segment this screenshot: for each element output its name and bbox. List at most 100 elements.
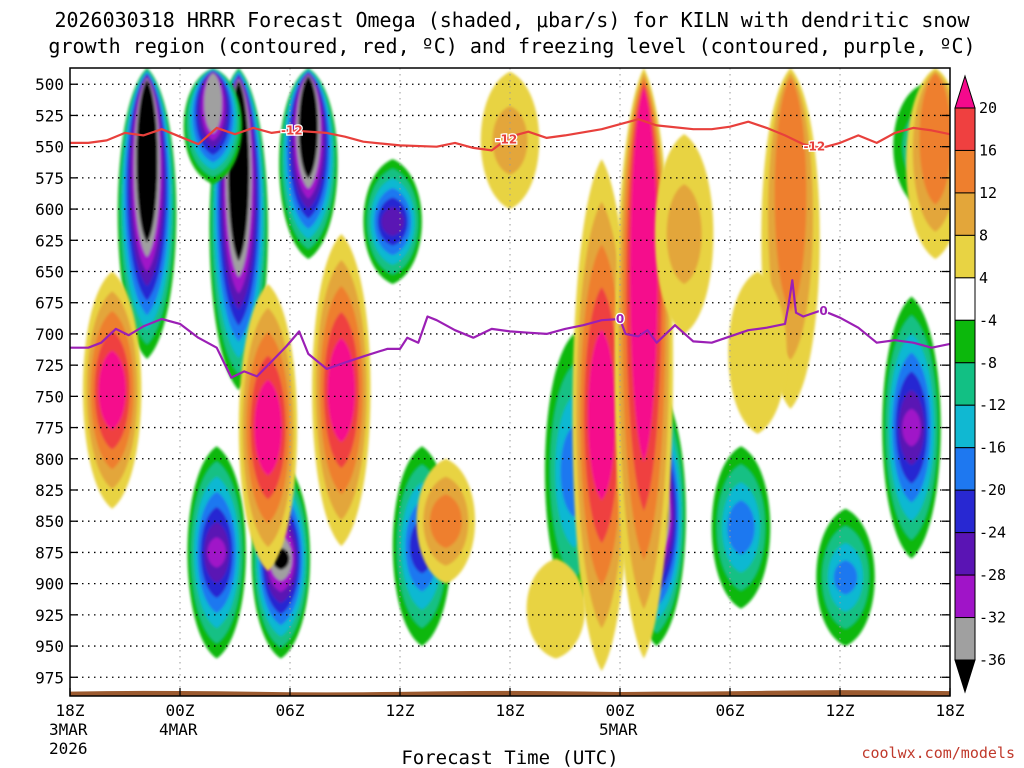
- colorbar-label: -32: [979, 609, 1006, 627]
- freezing-level-contour-line: [70, 279, 950, 379]
- y-tick-label: 525: [35, 106, 64, 125]
- omega-cell-pos-17: [572, 159, 631, 672]
- x-tick-date: 5MAR: [599, 720, 638, 739]
- omega-cell-neg-2: [279, 68, 338, 260]
- y-tick-label: 500: [35, 75, 64, 94]
- x-tick-label: 00Z: [606, 701, 635, 720]
- x-tick-year: 2026: [49, 739, 88, 758]
- omega-level-20: [327, 338, 355, 443]
- x-tick-label: 06Z: [716, 701, 745, 720]
- omega-cell-pos-16: [312, 234, 371, 547]
- colorbar-swatch: [954, 149, 976, 194]
- y-tick-label: 975: [35, 668, 64, 687]
- x-tick-label: 00Z: [166, 701, 195, 720]
- colorbar-swatch: [954, 319, 976, 364]
- x-tick-label: 06Z: [276, 701, 305, 720]
- colorbar: 20 16 12 8 4 -4 -8 -12 -16 -20 -24 -28 -32 -36: [954, 74, 1006, 694]
- x-axis-label: Forecast Time (UTC): [401, 747, 618, 768]
- omega-cell-neg-11: [711, 446, 771, 609]
- y-tick-label: 650: [35, 263, 64, 282]
- colorbar-label: -36: [979, 651, 1006, 669]
- omega-cell-neg-3: [183, 68, 243, 185]
- omega-level-32: [204, 73, 222, 134]
- y-tick-label: 925: [35, 606, 64, 625]
- omega-field: [82, 68, 950, 672]
- x-tick-label: 12Z: [826, 701, 855, 720]
- colorbar-label: -24: [979, 524, 1006, 542]
- omega-cell-pos-21: [906, 68, 950, 260]
- y-tick-label: 675: [35, 294, 64, 313]
- colorbar-swatch: [954, 362, 976, 406]
- omega-level-12: [919, 73, 950, 205]
- omega-level-36: [136, 79, 158, 243]
- omega-cell-neg-12: [816, 508, 875, 647]
- y-tick-label: 800: [35, 450, 64, 469]
- dgz-contour-line: [70, 118, 950, 152]
- colorbar-swatch: [954, 659, 976, 694]
- y-tick-label: 850: [35, 512, 64, 531]
- omega-cell-neg-6: [363, 159, 422, 284]
- x-tick-date: 3MAR: [49, 720, 88, 739]
- y-tick-label: 825: [35, 481, 64, 500]
- x-tick-date: 4MAR: [159, 720, 198, 739]
- freezing-contour-group: 00: [70, 279, 950, 379]
- colorbar-label: 12: [979, 184, 997, 202]
- omega-level-4: [526, 558, 586, 659]
- colorbar-swatch: [954, 447, 976, 491]
- colorbar-label: -20: [979, 481, 1006, 499]
- y-tick-label: 600: [35, 200, 64, 219]
- x-tick-label: 18Z: [496, 701, 525, 720]
- dgz-contour-label: -12: [495, 132, 517, 146]
- colorbar-label: 8: [979, 226, 988, 244]
- dgz-contour-label: -12: [803, 139, 825, 153]
- colorbar-label: -12: [979, 396, 1006, 414]
- colorbar-swatch: [954, 532, 976, 576]
- colorbar-swatch: [954, 277, 976, 321]
- colorbar-label: 16: [979, 141, 997, 159]
- y-tick-label: 750: [35, 387, 64, 406]
- omega-level-20: [630, 87, 658, 462]
- colorbar-swatch: [954, 574, 976, 619]
- colorbar-label: 20: [979, 99, 997, 117]
- grid-lines: [70, 68, 950, 696]
- omega-cell-pos-25: [526, 558, 586, 659]
- y-tick-label: 775: [35, 419, 64, 438]
- omega-cell-neg-8: [882, 296, 941, 559]
- chart-title-line-1: 2026030318 HRRR Forecast Omega (shaded, …: [54, 8, 970, 32]
- freezing-level-contour-label: 0: [616, 312, 624, 326]
- omega-cell-pos-14: [82, 271, 142, 509]
- colorbar-swatch: [954, 107, 976, 151]
- omega-level-12: [429, 494, 462, 548]
- y-tick-label: 725: [35, 356, 64, 375]
- y-axis: 500 525 550 575 600 625 650 675 700 725 750 775 800 8…: [35, 75, 950, 687]
- x-tick-label: 18Z: [936, 701, 965, 720]
- credit-text: coolwx.com/models: [861, 744, 1015, 762]
- omega-level-36: [298, 76, 318, 179]
- plot-area: -12-12 -12 00: [70, 68, 950, 696]
- y-tick-label: 875: [35, 543, 64, 562]
- colorbar-swatch: [954, 234, 976, 279]
- y-tick-label: 550: [35, 138, 64, 157]
- colorbar-swatch: [954, 404, 976, 449]
- y-tick-label: 625: [35, 231, 64, 250]
- dgz-contour-label: -12: [281, 124, 303, 138]
- omega-level-28: [207, 537, 226, 568]
- colorbar-label: -4: [979, 311, 997, 329]
- x-tick-label: 18Z: [56, 701, 85, 720]
- y-tick-label: 575: [35, 169, 64, 188]
- colorbar-label: -8: [979, 354, 997, 372]
- colorbar-label: 4: [979, 269, 988, 287]
- colorbar-label: -16: [979, 439, 1006, 457]
- omega-level-20: [588, 329, 616, 501]
- colorbar-swatch: [954, 192, 976, 236]
- freezing-level-contour-label: 0: [819, 304, 827, 318]
- omega-level-24: [381, 207, 404, 236]
- y-tick-label: 700: [35, 325, 64, 344]
- y-tick-label: 900: [35, 575, 64, 594]
- omega-level-8: [666, 184, 702, 284]
- omega-level-20: [98, 350, 126, 430]
- omega-cell-neg-5: [187, 446, 246, 659]
- omega-level-4: [728, 271, 787, 434]
